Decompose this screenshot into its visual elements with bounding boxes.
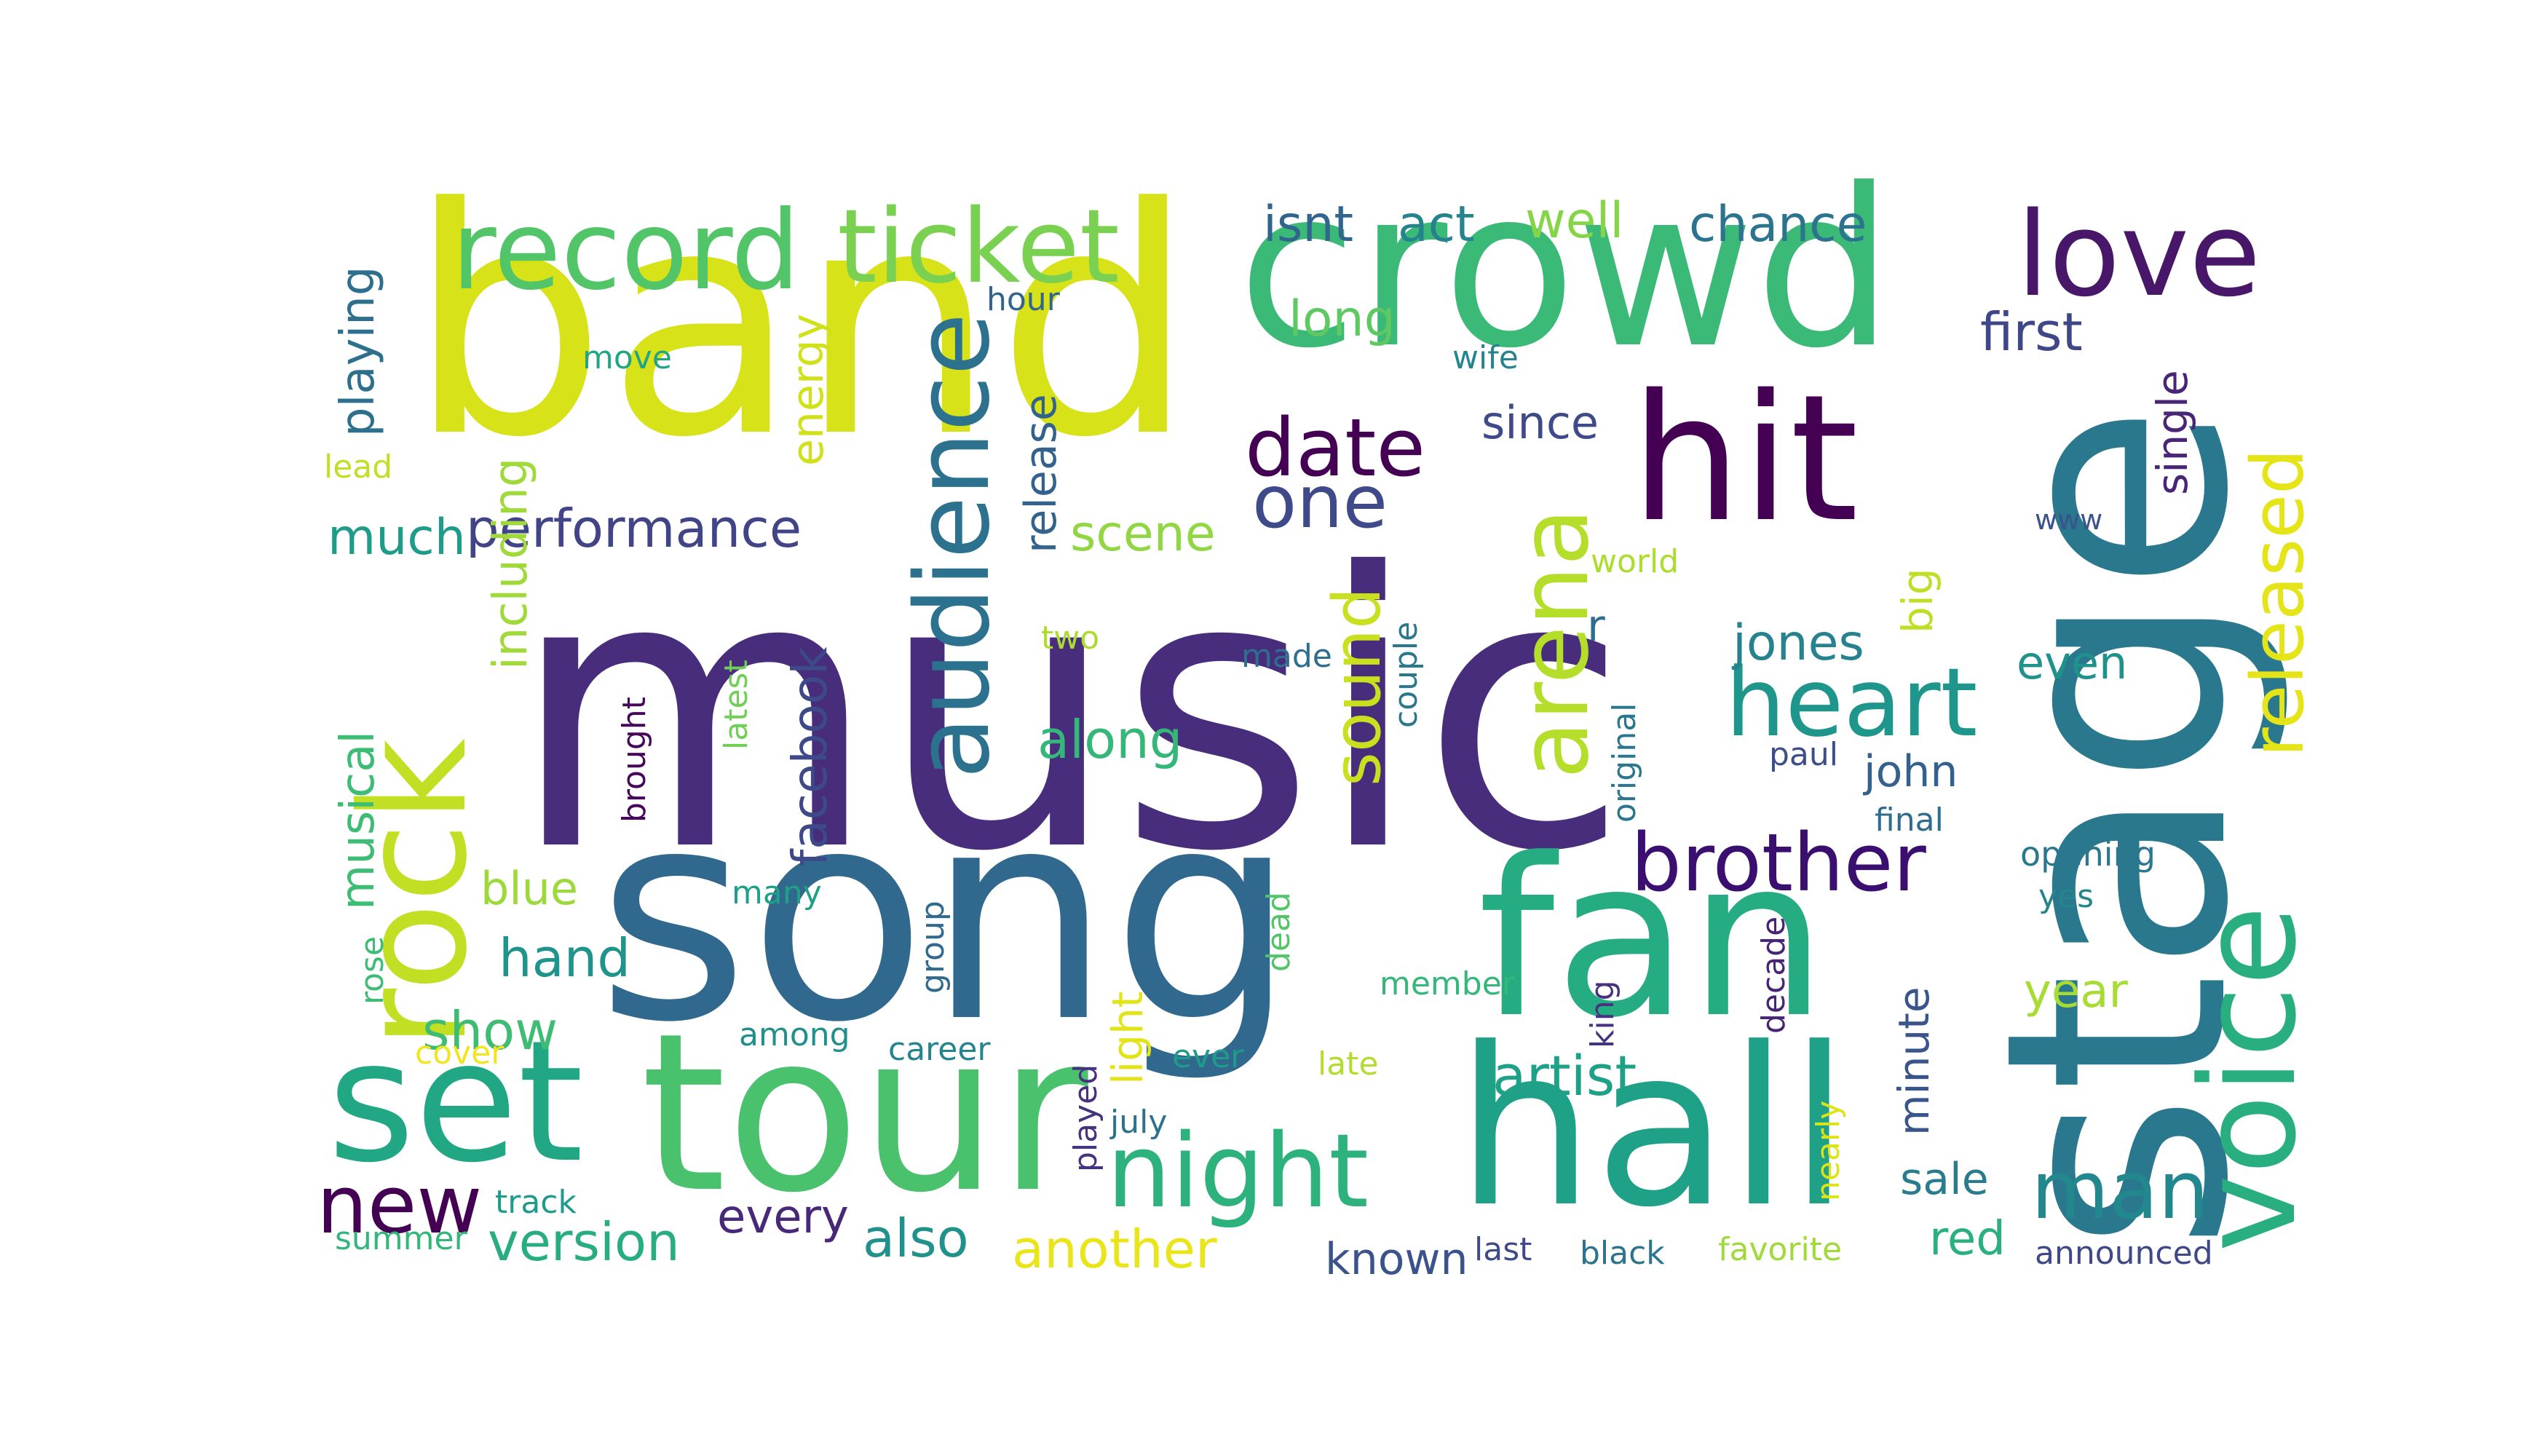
cloud-word-sound: sound — [1319, 587, 1396, 786]
cloud-word-year: year — [2024, 965, 2128, 1018]
cloud-word-couple: couple — [1388, 621, 1425, 728]
cloud-word-final: final — [1875, 802, 1944, 839]
cloud-word-cover: cover — [415, 1034, 505, 1072]
cloud-word-record: record — [451, 188, 801, 314]
cloud-word-move: move — [582, 339, 672, 376]
cloud-word-lead: lead — [324, 448, 393, 486]
cloud-word-fan: fan — [1478, 812, 1827, 1066]
cloud-word-playing: playing — [331, 266, 385, 437]
cloud-word-r: r — [1587, 601, 1605, 652]
cloud-word-single: single — [2148, 370, 2197, 495]
cloud-word-track: track — [495, 1184, 577, 1221]
cloud-word-much: much — [328, 509, 466, 566]
cloud-word-light: light — [1103, 991, 1152, 1085]
cloud-word-king: king — [1584, 980, 1621, 1048]
cloud-word-hall: hall — [1456, 1001, 1850, 1255]
cloud-word-chance: chance — [1689, 196, 1867, 253]
cloud-word-big: big — [1893, 568, 1942, 633]
cloud-word-night: night — [1107, 1112, 1369, 1231]
cloud-word-act: act — [1398, 196, 1475, 253]
cloud-word-red: red — [1929, 1212, 2006, 1266]
cloud-word-hand: hand — [499, 927, 631, 989]
cloud-word-played: played — [1067, 1064, 1104, 1172]
cloud-word-date: date — [1245, 401, 1426, 494]
cloud-word-rose: rose — [354, 935, 391, 1005]
cloud-word-career: career — [888, 1031, 991, 1068]
cloud-word-group: group — [914, 901, 951, 994]
cloud-word-latest: latest — [718, 660, 755, 750]
cloud-word-ticket: ticket — [837, 188, 1120, 306]
cloud-word-decade: decade — [1755, 916, 1792, 1034]
cloud-word-well: well — [1525, 192, 1624, 250]
cloud-word-band: band — [408, 142, 1195, 506]
cloud-word-isnt: isnt — [1263, 196, 1354, 253]
cloud-word-paul: paul — [1769, 736, 1839, 773]
cloud-word-last: last — [1474, 1231, 1532, 1268]
cloud-word-member: member — [1380, 965, 1515, 1002]
cloud-word-jones: jones — [1733, 614, 1864, 672]
cloud-word-version: version — [488, 1211, 680, 1273]
cloud-word-opening: opening — [2020, 834, 2156, 874]
cloud-word-world: world — [1591, 543, 1679, 580]
cloud-word-july: july — [1110, 1104, 1168, 1141]
cloud-word-man: man — [2031, 1144, 2209, 1237]
cloud-word-minute: minute — [1889, 986, 1939, 1136]
cloud-word-www: www — [2035, 504, 2103, 536]
cloud-word-audience: audience — [894, 312, 1013, 779]
cloud-word-heart: heart — [1725, 647, 1978, 758]
cloud-word-release: release — [1016, 394, 1067, 553]
cloud-word-facebook: facebook — [782, 646, 838, 866]
cloud-word-brought: brought — [616, 697, 653, 823]
cloud-word-black: black — [1580, 1235, 1665, 1272]
cloud-word-dead: dead — [1260, 892, 1297, 972]
cloud-word-including: including — [484, 457, 538, 670]
cloud-word-music: music — [510, 493, 1629, 934]
cloud-word-late: late — [1318, 1045, 1379, 1083]
cloud-word-love: love — [2017, 186, 2261, 323]
cloud-word-released: released — [2236, 448, 2320, 757]
cloud-word-wife: wife — [1452, 339, 1519, 376]
cloud-word-also: also — [863, 1208, 969, 1269]
cloud-word-favorite: favorite — [1718, 1231, 1843, 1268]
cloud-word-many: many — [732, 874, 822, 911]
cloud-word-new: new — [317, 1158, 483, 1251]
cloud-word-sale: sale — [1900, 1154, 1989, 1205]
cloud-word-brother: brother — [1631, 816, 1926, 909]
cloud-word-yes: yes — [2038, 878, 2094, 915]
cloud-word-tour: tour — [641, 986, 1088, 1241]
cloud-word-even: even — [2017, 636, 2128, 689]
cloud-word-hit: hit — [1631, 357, 1859, 561]
cloud-word-nearly: nearly — [1810, 1100, 1847, 1201]
cloud-word-along: along — [1037, 709, 1183, 770]
cloud-word-announced: announced — [2035, 1235, 2213, 1272]
cloud-word-musical: musical — [331, 730, 385, 910]
cloud-word-energy: energy — [783, 313, 834, 466]
cloud-word-original: original — [1606, 703, 1643, 823]
cloud-word-ever: ever — [1172, 1038, 1244, 1075]
cloud-word-set: set — [328, 1005, 584, 1200]
cloud-word-show: show — [422, 1000, 558, 1061]
cloud-word-one: one — [1252, 459, 1388, 545]
cloud-word-every: every — [717, 1190, 849, 1244]
cloud-word-crowd: crowd — [1238, 142, 1894, 396]
cloud-word-first: first — [1980, 301, 2083, 363]
cloud-word-another: another — [1012, 1219, 1217, 1280]
cloud-word-among: among — [739, 1016, 850, 1053]
cloud-word-john: john — [1864, 746, 1958, 797]
cloud-word-artist: artist — [1492, 1043, 1637, 1108]
cloud-word-blue: blue — [480, 862, 579, 915]
cloud-word-summer: summer — [335, 1220, 467, 1257]
cloud-word-scene: scene — [1070, 505, 1216, 563]
cloud-word-known: known — [1325, 1234, 1468, 1285]
cloud-word-long: long — [1289, 290, 1396, 348]
cloud-word-made: made — [1241, 638, 1332, 675]
cloud-word-two: two — [1041, 620, 1100, 657]
cloud-word-performance: performance — [466, 498, 802, 559]
cloud-word-hour: hour — [986, 281, 1060, 318]
cloud-word-since: since — [1481, 396, 1599, 449]
cloud-word-song: song — [597, 748, 1297, 1086]
